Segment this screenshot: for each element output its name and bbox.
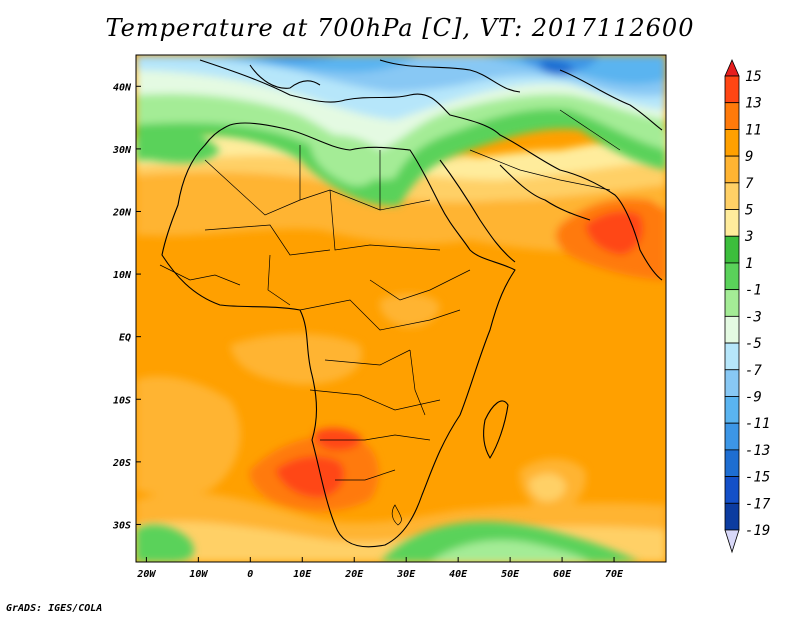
country-borders bbox=[159, 109, 621, 526]
colorbar-box bbox=[724, 476, 740, 504]
colorbar-box bbox=[724, 182, 740, 210]
colorbar-label: 13 bbox=[745, 96, 762, 112]
lon-tick-label: 20W bbox=[136, 569, 156, 580]
lon-tick-label: 30E bbox=[396, 569, 416, 580]
colorbar-box bbox=[724, 449, 740, 477]
colorbar-label: -1 bbox=[745, 283, 762, 299]
colorbar-box bbox=[724, 155, 740, 184]
coastlines bbox=[161, 59, 663, 548]
lon-tick-label: 40E bbox=[449, 569, 468, 580]
colorbar-box bbox=[724, 342, 740, 371]
colorbar-label: 11 bbox=[745, 122, 762, 138]
lon-tick-label: 10E bbox=[293, 569, 312, 580]
lat-tick-label: 20S bbox=[112, 458, 131, 469]
lat-tick-label: 30N bbox=[112, 145, 132, 156]
colorbar-top-triangle bbox=[724, 59, 740, 77]
colorbar-label: 7 bbox=[745, 176, 754, 192]
lat-tick-label: 40N bbox=[113, 82, 132, 93]
lon-tick-label: 60E bbox=[553, 569, 572, 580]
colorbar-box bbox=[724, 502, 740, 531]
chart-title: Temperature at 700hPa [C], VT: 201711260… bbox=[105, 14, 695, 42]
colorbar-label: -5 bbox=[745, 336, 762, 352]
colorbar-box bbox=[724, 129, 740, 157]
lat-tick-label: 30S bbox=[112, 520, 131, 531]
colorbar-label: 1 bbox=[745, 256, 753, 272]
colorbar-label: -17 bbox=[745, 496, 771, 512]
lon-tick-label: 70E bbox=[605, 569, 624, 580]
colorbar: 15 13 11 9 7 5 3 1 -1 -3 -5 -7 -9 -11 -13 -15 -17 -19 bbox=[724, 59, 771, 554]
colorbar-box bbox=[724, 369, 740, 397]
lat-tick-label: 10N bbox=[113, 270, 132, 281]
colorbar-bottom-triangle bbox=[724, 529, 740, 554]
lon-tick-label: 50E bbox=[501, 569, 520, 580]
colorbar-label: -19 bbox=[745, 523, 770, 539]
colorbar-label: -13 bbox=[745, 443, 770, 459]
credit-text: GrADS: IGES/COLA bbox=[6, 603, 103, 614]
lat-tick-label: 10S bbox=[113, 395, 131, 406]
colorbar-box bbox=[724, 102, 740, 130]
colorbar-box bbox=[724, 422, 740, 451]
latitude-axis: 40N 30N 20N 10N EQ 10S 20S 30S bbox=[112, 82, 141, 531]
colorbar-label: -15 bbox=[745, 470, 770, 486]
lon-tick-label: 20E bbox=[344, 569, 364, 580]
colorbar-label: -3 bbox=[745, 309, 762, 325]
colorbar-box bbox=[724, 209, 740, 237]
colorbar-label: 15 bbox=[745, 69, 762, 85]
colorbar-box bbox=[724, 289, 740, 317]
colorbar-label: 3 bbox=[744, 229, 753, 245]
colorbar-label: -11 bbox=[745, 416, 770, 432]
colorbar-label: -9 bbox=[745, 389, 762, 405]
colorbar-box bbox=[724, 396, 740, 424]
lon-tick-label: 10W bbox=[189, 569, 208, 580]
colorbar-box bbox=[724, 235, 740, 264]
colorbar-label: 9 bbox=[745, 149, 753, 165]
colorbar-box bbox=[724, 315, 740, 344]
colorbar-box bbox=[724, 75, 740, 104]
colorbar-label: 5 bbox=[745, 203, 753, 219]
map-frame bbox=[135, 54, 667, 563]
lat-tick-label: 20N bbox=[112, 207, 132, 218]
lat-tick-label: EQ bbox=[119, 333, 131, 344]
colorbar-box bbox=[724, 262, 740, 291]
longitude-axis: 20W 10W 0 10E 20E 30E 40E 50E 60E 70E bbox=[136, 557, 624, 580]
lon-tick-label: 0 bbox=[247, 569, 253, 580]
colorbar-label: -7 bbox=[745, 363, 762, 379]
temperature-field bbox=[136, 55, 666, 562]
